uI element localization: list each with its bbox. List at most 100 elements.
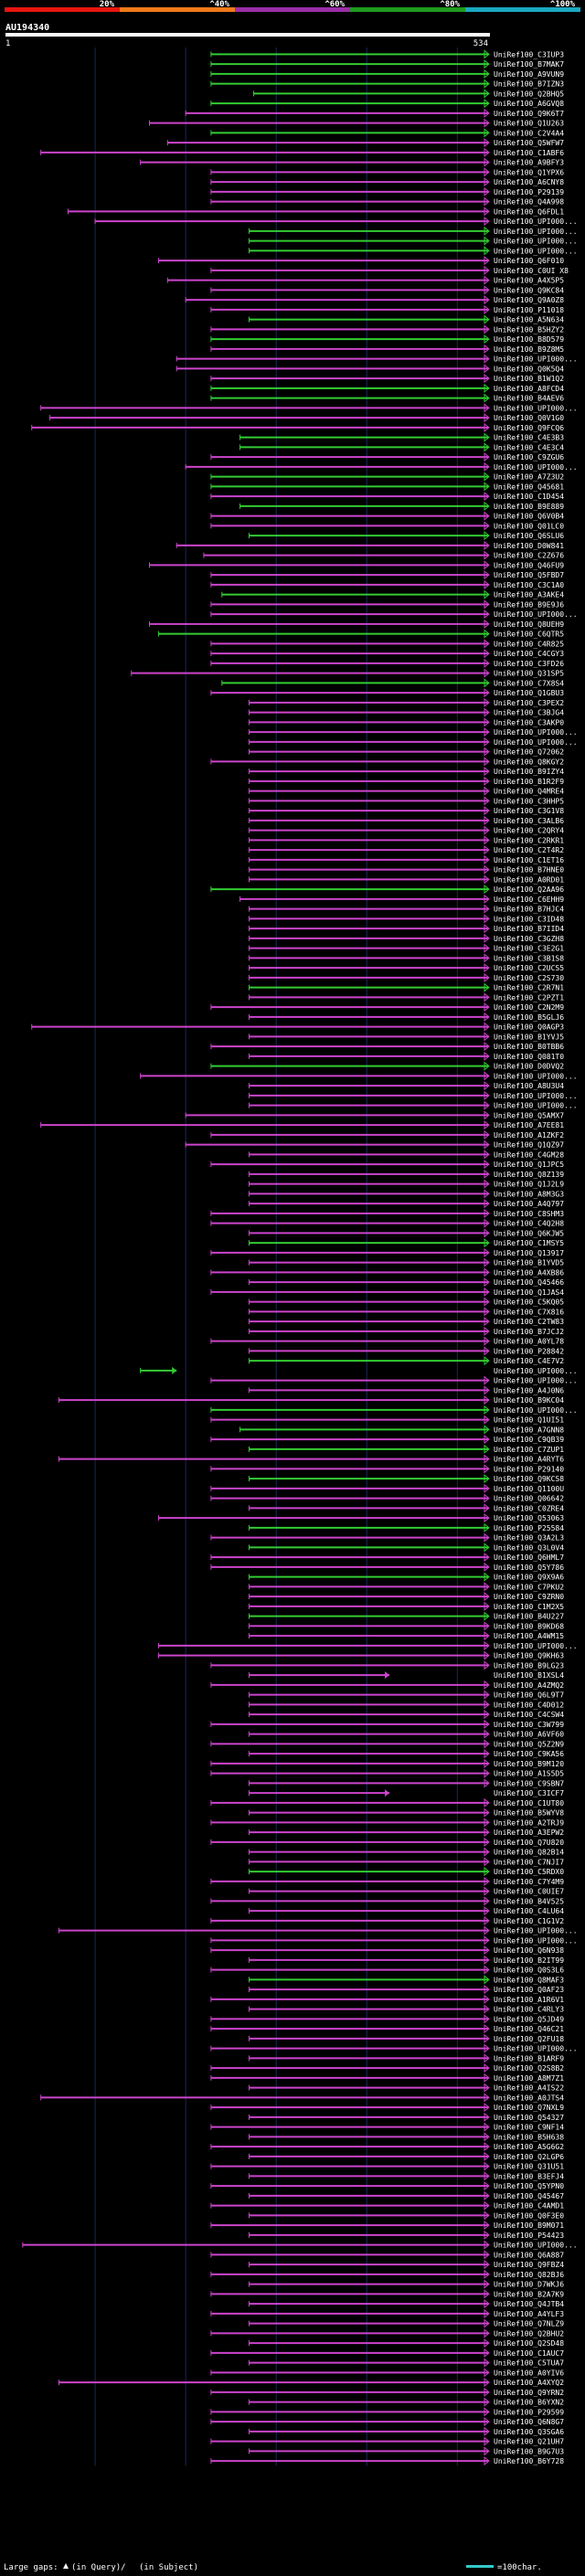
hit-label[interactable]: UniRef100_A4WM15: [494, 1632, 564, 1640]
hit-row[interactable]: UniRef100_UPI000...: [176, 354, 578, 364]
hit-row[interactable]: UniRef100_UPI000...: [248, 236, 578, 246]
hit-label[interactable]: UniRef100_A7Z3U2: [494, 473, 564, 482]
hit-label[interactable]: UniRef100_A1S5D5: [494, 1770, 564, 1778]
hit-row[interactable]: UniRef100_P29140: [210, 1464, 564, 1474]
hit-label[interactable]: UniRef100_C7Y4M9: [494, 1878, 564, 1886]
hit-row[interactable]: UniRef100_Q7U820: [210, 1837, 564, 1847]
hit-row[interactable]: UniRef100_UPI000...: [210, 1935, 578, 1945]
hit-label[interactable]: UniRef100_A4IS22: [494, 2084, 564, 2093]
hit-row[interactable]: UniRef100_Q9FCQ6: [31, 422, 565, 432]
hit-row[interactable]: UniRef100_C8SHM3: [210, 1208, 564, 1218]
hit-row[interactable]: UniRef100_Q2BHQ5: [252, 89, 564, 99]
hit-row[interactable]: UniRef100_C2UCS5: [248, 963, 564, 973]
hit-label[interactable]: UniRef100_C3ID48: [494, 915, 564, 923]
hit-row[interactable]: UniRef100_C0ZRE4: [248, 1503, 564, 1513]
hit-label[interactable]: UniRef100_Q82BJ6: [494, 2271, 564, 2279]
hit-label[interactable]: UniRef100_UPI000...: [494, 404, 578, 412]
hit-label[interactable]: UniRef100_B6Y728: [494, 2457, 564, 2465]
hit-row[interactable]: UniRef100_Q6N938: [210, 1945, 564, 1956]
hit-label[interactable]: UniRef100_A6GVQ8: [494, 100, 564, 108]
hit-row[interactable]: UniRef100_B9IZY4: [248, 767, 564, 777]
hit-label[interactable]: UniRef100_A3AKE4: [494, 591, 564, 599]
hit-label[interactable]: UniRef100_C6QTR5: [494, 631, 564, 639]
hit-row[interactable]: UniRef100_Q01LC0: [210, 521, 564, 531]
hit-label[interactable]: UniRef100_Q6F010: [494, 257, 564, 265]
hit-label[interactable]: UniRef100_UPI000...: [494, 217, 578, 226]
hit-row[interactable]: UniRef100_C5RDX0: [248, 1867, 564, 1877]
hit-label[interactable]: UniRef100_C3AKP0: [494, 718, 564, 726]
hit-label[interactable]: UniRef100_UPI000...: [494, 1927, 578, 1935]
hit-label[interactable]: UniRef100_UPI000...: [494, 1377, 578, 1385]
hit-label[interactable]: UniRef100_B4V525: [494, 1897, 564, 1905]
hit-row[interactable]: UniRef100_P54423: [248, 2230, 564, 2240]
hit-row[interactable]: UniRef100_Q9YRN2: [210, 2387, 564, 2397]
hit-row[interactable]: UniRef100_Q45681: [210, 482, 564, 492]
hit-row[interactable]: UniRef100_C4R825: [210, 639, 564, 649]
hit-row[interactable]: UniRef100_B3EFJ4: [248, 2171, 564, 2181]
hit-label[interactable]: UniRef100_B7IZN3: [494, 80, 564, 89]
hit-label[interactable]: UniRef100_UPI000...: [494, 355, 578, 364]
hit-row[interactable]: UniRef100_Q5YPN0: [210, 2181, 564, 2191]
hit-label[interactable]: UniRef100_C5KQ05: [494, 1299, 564, 1307]
hit-row[interactable]: UniRef100_Q5JD49: [210, 2014, 564, 2024]
hit-label[interactable]: UniRef100_C5RDX0: [494, 1868, 564, 1876]
hit-label[interactable]: UniRef100_C9KA56: [494, 1750, 564, 1758]
hit-row[interactable]: UniRef100_B7MAK7: [210, 59, 564, 69]
hit-label[interactable]: UniRef100_C1D454: [494, 493, 564, 501]
hit-row[interactable]: UniRef100_B5H638: [248, 2132, 564, 2142]
hit-row[interactable]: UniRef100_C4GM28: [248, 1150, 564, 1160]
hit-row[interactable]: UniRef100_Q5WFW7: [166, 138, 564, 148]
hit-row[interactable]: UniRef100_Q1J2L9: [248, 1179, 564, 1189]
hit-label[interactable]: UniRef100_C4CSW4: [494, 1711, 564, 1719]
hit-row[interactable]: UniRef100_P11018: [210, 304, 564, 314]
hit-row[interactable]: UniRef100_Q53063: [157, 1513, 564, 1523]
hit-label[interactable]: UniRef100_C2RKR1: [494, 836, 564, 844]
hit-label[interactable]: UniRef100_Q7NXL9: [494, 2104, 564, 2112]
hit-row[interactable]: UniRef100_C7X816: [248, 1307, 564, 1317]
hit-label[interactable]: UniRef100_C2QRY4: [494, 827, 564, 835]
hit-row[interactable]: UniRef100_A4XYQ2: [58, 2378, 564, 2388]
hit-label[interactable]: UniRef100_A0RD01: [494, 875, 564, 884]
hit-label[interactable]: UniRef100_P11018: [494, 306, 564, 314]
hit-row[interactable]: UniRef100_C2Z676: [203, 550, 564, 560]
hit-row[interactable]: UniRef100_C7PKU2: [248, 1582, 564, 1592]
hit-row[interactable]: UniRef100_C3FD26: [210, 658, 564, 668]
hit-row[interactable]: UniRef100_C4D012: [248, 1700, 564, 1710]
hit-label[interactable]: UniRef100_A6CNY8: [494, 178, 564, 186]
hit-row[interactable]: UniRef100_A9BFY3: [140, 157, 565, 167]
hit-label[interactable]: UniRef100_Q9K6T7: [494, 110, 564, 118]
hit-row[interactable]: UniRef100_Q9KC84: [210, 285, 564, 295]
hit-label[interactable]: UniRef100_C4E3B3: [494, 434, 564, 442]
hit-label[interactable]: UniRef100_Q4MRE4: [494, 788, 564, 796]
hit-label[interactable]: UniRef100_C1AUC7: [494, 2349, 564, 2358]
hit-row[interactable]: UniRef100_Q9KH63: [157, 1650, 564, 1660]
hit-row[interactable]: UniRef100_A0JTS4: [40, 2093, 565, 2103]
hit-row[interactable]: UniRef100_Q0V1G0: [49, 413, 565, 423]
hit-label[interactable]: UniRef100_C7ZUP1: [494, 1446, 564, 1454]
hit-label[interactable]: UniRef100_UPI000...: [494, 247, 578, 255]
hit-label[interactable]: UniRef100_Q21UH7: [494, 2438, 564, 2446]
hit-row[interactable]: UniRef100_C3B1S8: [248, 953, 564, 963]
hit-label[interactable]: UniRef100_A0YIV6: [494, 2369, 564, 2377]
hit-label[interactable]: UniRef100_UPI000...: [494, 738, 578, 747]
hit-row[interactable]: UniRef100_B9M071: [210, 2221, 564, 2231]
hit-row[interactable]: UniRef100_Q3A2L3: [210, 1532, 564, 1542]
hit-row[interactable]: UniRef100_A5N634: [248, 314, 564, 324]
hit-label[interactable]: UniRef100_Q9A0Z8: [494, 296, 564, 304]
hit-label[interactable]: UniRef100_P54423: [494, 2231, 564, 2240]
hit-label[interactable]: UniRef100_A8M3G3: [494, 1190, 564, 1198]
hit-label[interactable]: UniRef100_Q6HML7: [494, 1553, 564, 1562]
hit-row[interactable]: UniRef100_Q9K6T7: [185, 108, 564, 118]
hit-label[interactable]: UniRef100_Q5YPN0: [494, 2182, 564, 2190]
hit-label[interactable]: UniRef100_B7HNE0: [494, 866, 564, 875]
hit-row[interactable]: UniRef100_UPI000...: [248, 737, 578, 747]
hit-row[interactable]: UniRef100_A3AKE4: [221, 589, 564, 599]
hit-row[interactable]: UniRef100_Q31U51: [210, 2161, 564, 2171]
hit-row[interactable]: UniRef100_A0YIV6: [210, 2368, 564, 2378]
hit-label[interactable]: UniRef100_P29140: [494, 1465, 564, 1473]
hit-row[interactable]: UniRef100_Q9FBZ4: [248, 2260, 564, 2270]
hit-label[interactable]: UniRef100_Q9X9A6: [494, 1574, 564, 1582]
hit-label[interactable]: UniRef100_A4XYQ2: [494, 2379, 564, 2387]
hit-row[interactable]: UniRef100_Q54327: [248, 2112, 564, 2122]
hit-row[interactable]: UniRef100_Q6A887: [210, 2250, 564, 2260]
